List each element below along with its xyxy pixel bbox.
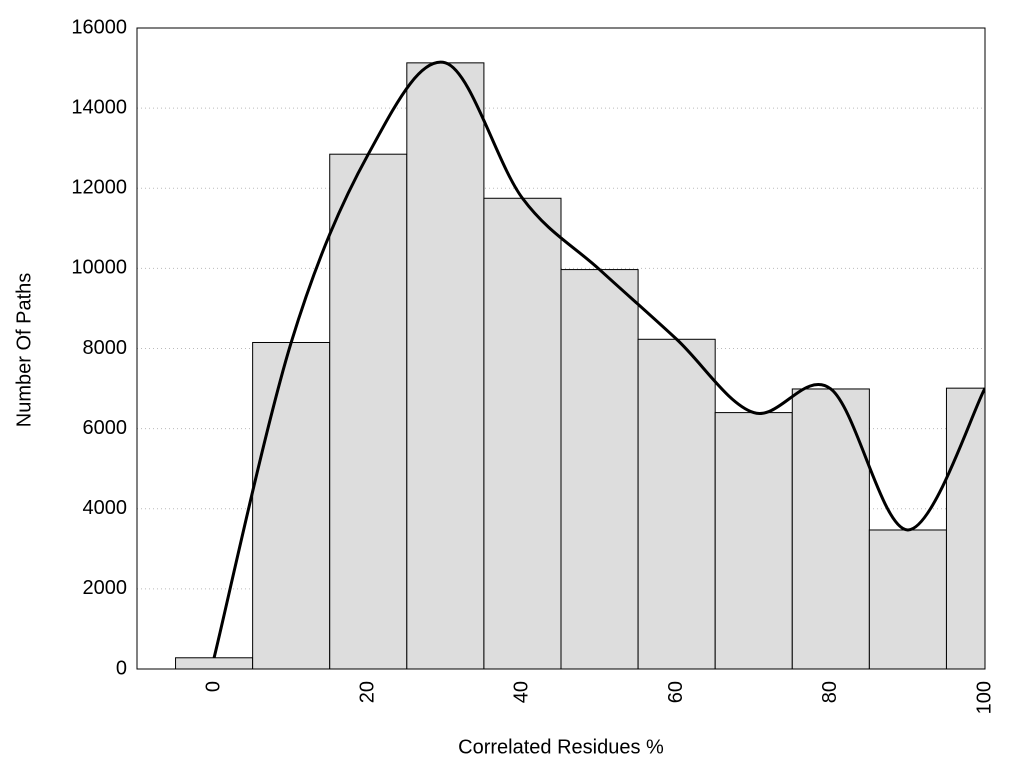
y-tick-label: 4000 [83, 497, 128, 519]
plot-area [175, 60, 985, 669]
y-axis-label: Number Of Paths [13, 273, 35, 428]
x-tick-label: 60 [665, 681, 687, 703]
bar [483, 197, 562, 669]
y-tick-label: 6000 [83, 417, 128, 439]
smooth-curve [212, 60, 985, 659]
y-tick-label: 0 [116, 657, 127, 679]
y-tick-label: 16000 [71, 16, 127, 38]
x-tick-label: 40 [511, 681, 533, 703]
x-tick-label: 80 [819, 681, 841, 703]
bar [406, 62, 485, 669]
bar [868, 529, 947, 669]
bar [329, 153, 408, 669]
x-tick-label: 100 [973, 681, 995, 714]
bar [714, 412, 793, 669]
x-tick-label: 20 [357, 681, 379, 703]
bar [252, 341, 331, 669]
x-axis-label: Correlated Residues % [458, 736, 664, 758]
bar [791, 388, 870, 669]
y-tick-label: 10000 [71, 257, 127, 279]
y-tick-label: 14000 [71, 96, 127, 118]
y-tick-label: 2000 [83, 577, 128, 599]
y-tick-label: 12000 [71, 177, 127, 199]
bar [560, 269, 639, 669]
plot-frame [136, 27, 986, 670]
y-tick-label: 8000 [83, 337, 128, 359]
bar [637, 338, 716, 669]
bar [175, 657, 254, 669]
x-tick-label: 0 [202, 681, 224, 692]
